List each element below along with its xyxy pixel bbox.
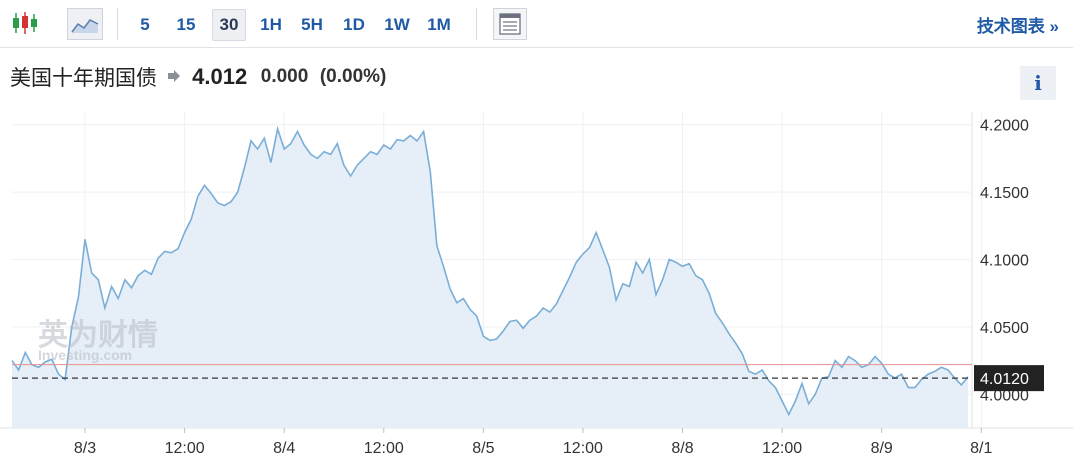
quote-header: 美国十年期国债 4.012 0.000 (0.00%) <box>10 62 386 96</box>
instrument-name: 美国十年期国债 <box>10 67 157 90</box>
price-change: 0.000 <box>260 66 309 87</box>
x-tick-label: 8/4 <box>273 440 295 457</box>
timeframe-5h-button[interactable]: 5H <box>301 15 323 34</box>
x-tick-label: 8/3 <box>74 440 96 457</box>
x-tick-label: 8/9 <box>871 440 893 457</box>
x-tick-label: 8/8 <box>671 440 693 457</box>
x-tick-label: 12:00 <box>563 440 603 457</box>
timeframe-1w-button[interactable]: 1W <box>384 15 410 34</box>
x-tick-label: 8/5 <box>472 440 494 457</box>
timeframe-5-button[interactable]: 5 <box>140 15 150 34</box>
watermark-en: Investing.com <box>38 347 132 363</box>
table-icon[interactable] <box>493 8 527 40</box>
price-change-percent: (0.00%) <box>319 66 387 87</box>
x-tick-label: 12:00 <box>165 440 205 457</box>
y-tick-label: 4.1000 <box>980 253 1029 270</box>
x-tick-label: 8/1 <box>970 440 992 457</box>
timeframe-1h-button[interactable]: 1H <box>260 15 282 34</box>
y-tick-label: 4.0000 <box>980 387 1029 404</box>
technical-chart-link[interactable]: 技术图表 » <box>976 17 1059 36</box>
current-price-label: 4.0120 <box>974 365 1044 392</box>
area-chart-icon[interactable] <box>67 8 103 40</box>
y-tick-label: 4.0500 <box>980 320 1029 337</box>
toolbar-divider <box>117 8 118 40</box>
timeframe-1d-button[interactable]: 1D <box>343 15 365 34</box>
toolbar-divider <box>476 8 477 40</box>
investing-watermark: 英为财情 Investing.com <box>38 319 158 363</box>
price-area <box>12 128 968 429</box>
candlestick-icon[interactable] <box>10 9 40 37</box>
timeframe-30-button[interactable]: 30 <box>212 9 246 41</box>
watermark-cn: 英为财情 <box>38 319 158 352</box>
y-tick-label: 4.1500 <box>980 185 1029 202</box>
current-price-label-bg <box>974 365 1044 392</box>
timeframe-15-button[interactable]: 15 <box>176 15 196 34</box>
info-button[interactable]: i <box>1020 66 1056 100</box>
y-tick-label: 4.2000 <box>980 118 1029 135</box>
x-tick-label: 12:00 <box>364 440 404 457</box>
last-price: 4.012 <box>192 64 248 89</box>
chart-toolbar: 5 15 30 1H 5H 1D 1W 1M 技术图表 » <box>0 0 1073 48</box>
x-tick-label: 12:00 <box>762 440 802 457</box>
timeframe-1m-button[interactable]: 1M <box>427 15 451 34</box>
direction-arrow-icon <box>167 66 183 89</box>
price-line <box>11 125 969 417</box>
current-price-label-text: 4.0120 <box>980 371 1029 388</box>
